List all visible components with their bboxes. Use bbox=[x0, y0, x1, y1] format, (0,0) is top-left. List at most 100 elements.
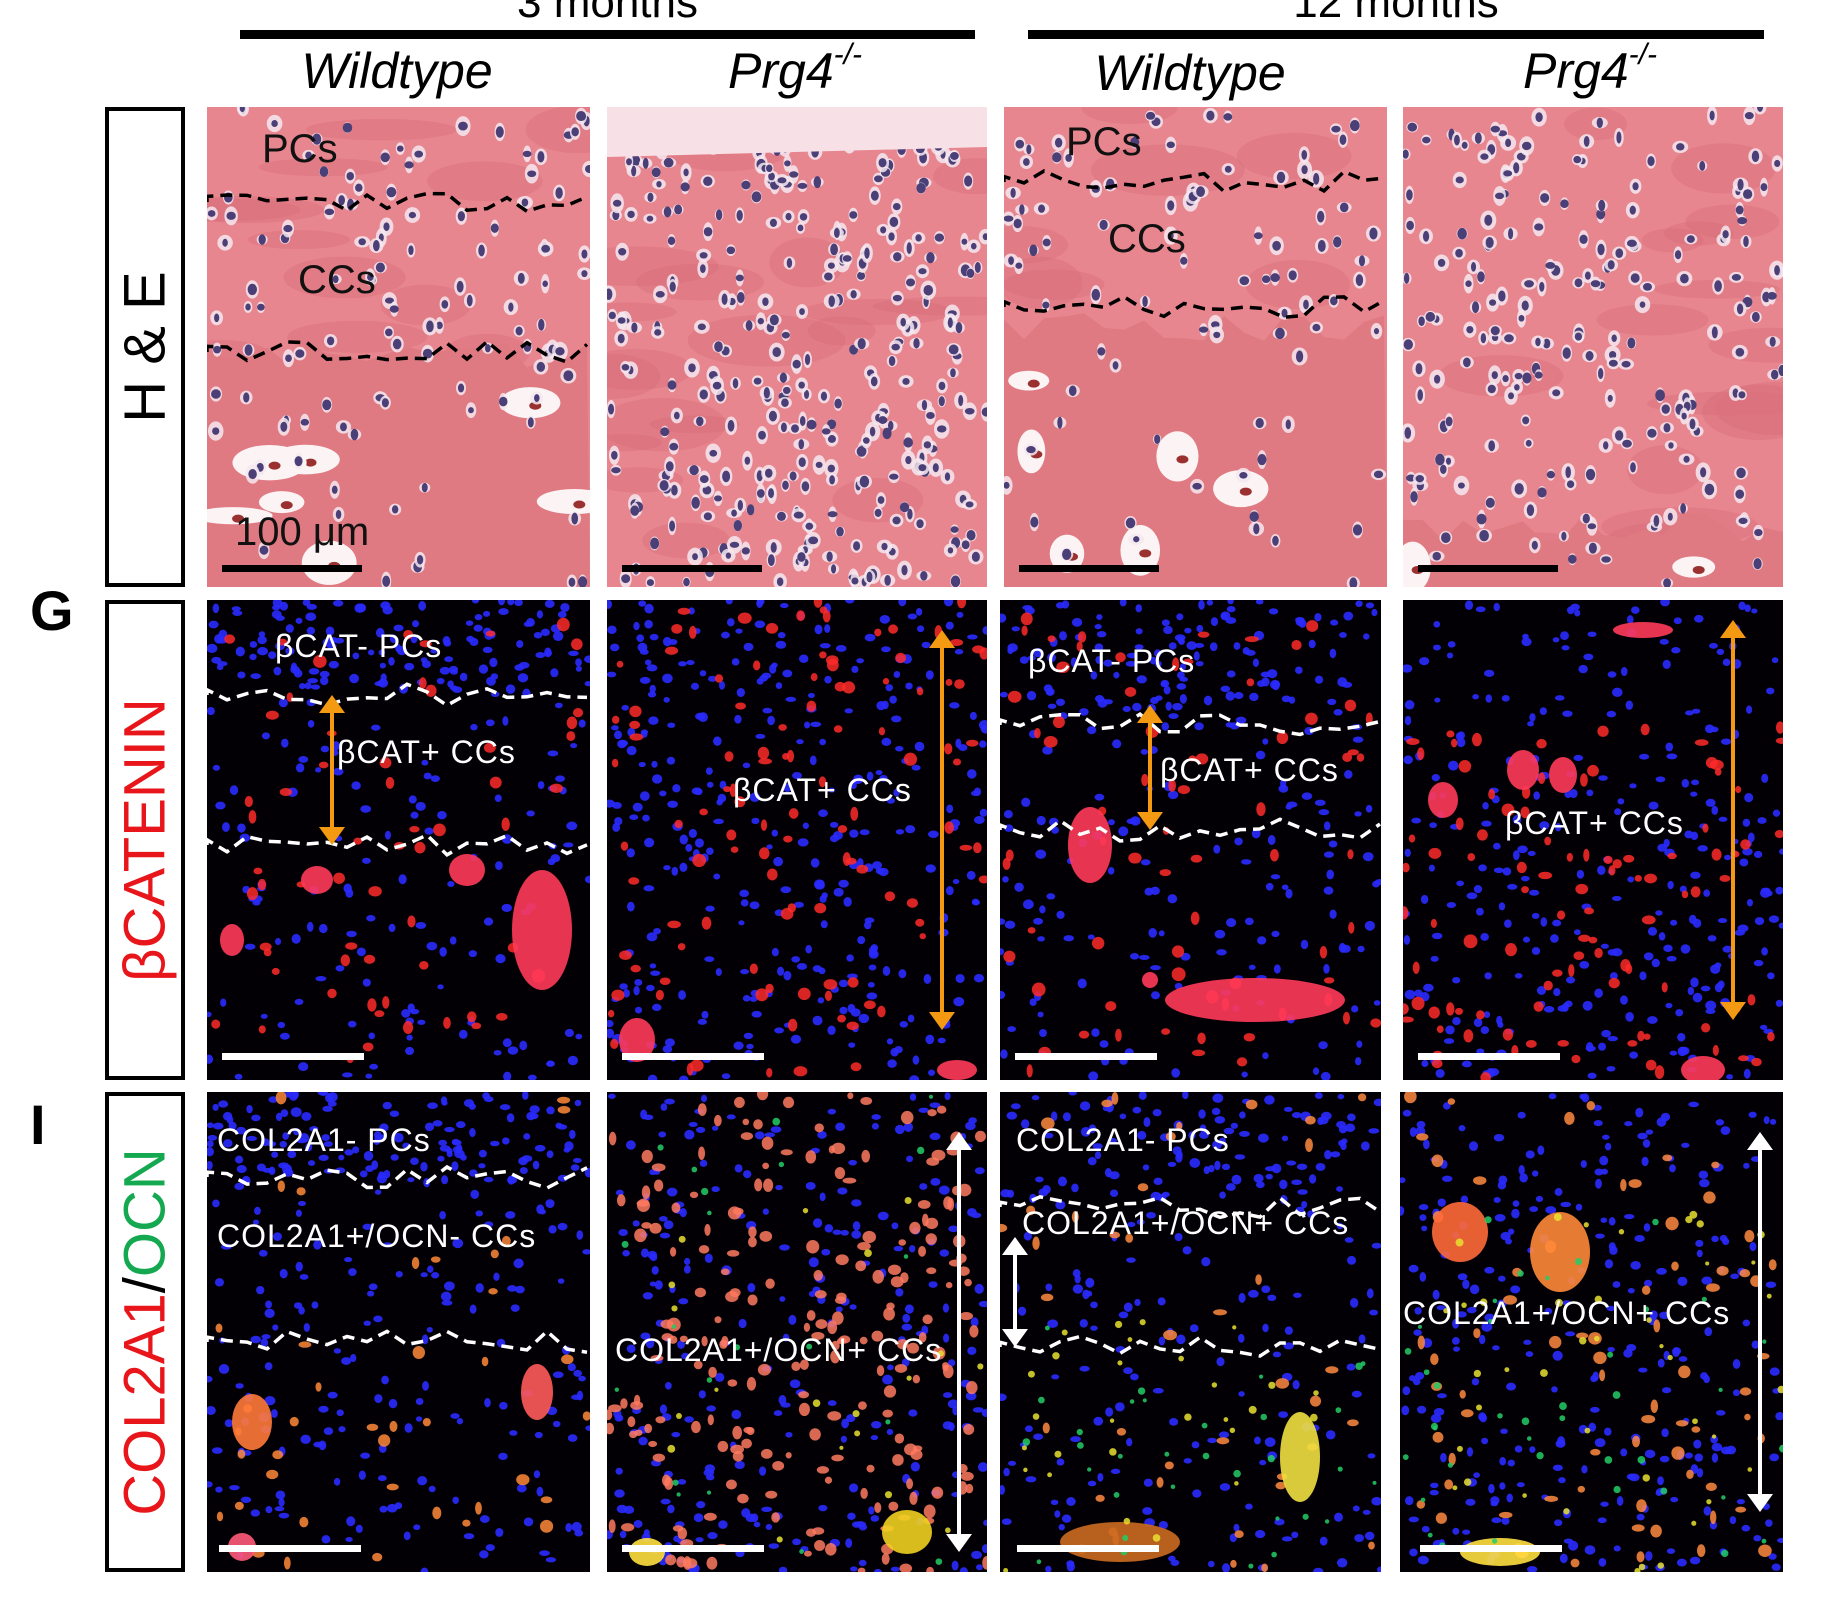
nucleus-dapi bbox=[564, 1028, 574, 1038]
nucleus-dapi bbox=[1751, 608, 1758, 614]
he-chondrocyte bbox=[1261, 275, 1271, 284]
ocn-signal bbox=[1657, 1562, 1664, 1569]
nucleus-dapi bbox=[851, 1199, 862, 1207]
nucleus-dapi bbox=[1506, 1382, 1517, 1391]
he-chondrocyte bbox=[1597, 243, 1605, 256]
he-chondrocyte bbox=[906, 278, 916, 287]
nucleus-dapi bbox=[891, 1222, 899, 1230]
he-chondrocyte bbox=[1010, 188, 1016, 198]
he-chondrocyte bbox=[1030, 516, 1039, 528]
nucleus-dapi bbox=[1554, 1188, 1563, 1196]
stained-cell bbox=[760, 819, 768, 831]
he-chondrocyte bbox=[1091, 288, 1101, 301]
nucleus-dapi bbox=[1488, 1483, 1495, 1494]
nucleus-dapi bbox=[1079, 1319, 1088, 1328]
stained-cell bbox=[842, 852, 851, 866]
ocn-signal bbox=[928, 1094, 934, 1099]
nucleus-dapi bbox=[1033, 917, 1044, 925]
nucleus-dapi bbox=[444, 1126, 455, 1133]
nucleus-dapi bbox=[1660, 1112, 1671, 1122]
he-chondrocyte bbox=[667, 380, 677, 390]
stained-cell bbox=[1416, 1133, 1429, 1141]
nucleus-dapi bbox=[1749, 1242, 1757, 1252]
stained-cell bbox=[1323, 977, 1335, 984]
nucleus-dapi bbox=[332, 767, 344, 776]
nucleus-dapi bbox=[333, 1348, 342, 1354]
he-chondrocyte bbox=[1709, 110, 1715, 121]
stained-cell bbox=[425, 684, 437, 697]
he-chondrocyte bbox=[1735, 347, 1745, 357]
nucleus-dapi bbox=[1587, 631, 1597, 637]
stained-cell bbox=[1076, 641, 1083, 652]
nucleus-dapi bbox=[1625, 1011, 1634, 1022]
nucleus-dapi bbox=[1681, 778, 1690, 788]
he-chondrocyte bbox=[391, 505, 399, 514]
he-chondrocyte bbox=[571, 512, 579, 525]
nucleus-dapi bbox=[578, 719, 586, 728]
stained-cell bbox=[1537, 772, 1546, 785]
stained-cell bbox=[1536, 738, 1547, 749]
nucleus-dapi bbox=[304, 682, 312, 690]
nucleus-dapi bbox=[1743, 1162, 1750, 1169]
he-matrix-streak bbox=[1090, 144, 1245, 196]
nucleus-dapi bbox=[1267, 1294, 1277, 1302]
he-panel-wildtype-3m bbox=[207, 107, 590, 587]
nucleus-dapi bbox=[640, 729, 649, 735]
he-chondrocyte bbox=[827, 435, 836, 443]
nucleus-dapi bbox=[584, 681, 590, 687]
nucleus-dapi bbox=[1233, 642, 1241, 650]
nucleus-dapi bbox=[1627, 876, 1635, 883]
nucleus-dapi bbox=[804, 721, 811, 729]
nucleus-dapi bbox=[310, 684, 321, 690]
stained-cell bbox=[1171, 967, 1186, 982]
nucleus-dapi bbox=[1703, 1506, 1712, 1516]
he-chondrocyte bbox=[758, 430, 766, 440]
nucleus-dapi bbox=[527, 1074, 537, 1080]
he-chondrocyte bbox=[834, 398, 842, 409]
nucleus-dapi bbox=[482, 610, 491, 617]
nucleus-dapi bbox=[379, 662, 386, 669]
nucleus-dapi bbox=[731, 658, 740, 666]
stained-cell bbox=[757, 746, 770, 760]
stained-cell bbox=[871, 1330, 884, 1342]
nucleus-dapi bbox=[1046, 893, 1056, 900]
nucleus-dapi bbox=[437, 1155, 445, 1162]
nucleus-dapi bbox=[1182, 1246, 1192, 1255]
he-chondrocyte bbox=[947, 317, 953, 328]
stained-cell bbox=[907, 1342, 920, 1354]
nucleus-dapi bbox=[1238, 1292, 1246, 1303]
nucleus-dapi bbox=[790, 1034, 802, 1044]
stained-cell bbox=[714, 1316, 722, 1324]
he-chondrocyte bbox=[1404, 427, 1412, 439]
he-chondrocyte bbox=[1491, 371, 1498, 380]
stained-cell bbox=[1365, 712, 1373, 725]
nucleus-dapi bbox=[1656, 1267, 1667, 1275]
he-chondrocyte bbox=[926, 252, 935, 264]
he-matrix-streak bbox=[1596, 304, 1709, 336]
stained-cell bbox=[706, 1556, 718, 1570]
nucleus-dapi bbox=[643, 1114, 654, 1121]
he-chondrocyte bbox=[1272, 240, 1281, 251]
nucleus-dapi bbox=[300, 1434, 311, 1445]
nucleus-dapi bbox=[560, 602, 570, 612]
nucleus-dapi bbox=[766, 844, 773, 850]
stained-cell bbox=[697, 1103, 707, 1116]
nucleus-dapi bbox=[424, 827, 434, 835]
nucleus-dapi bbox=[1761, 947, 1768, 956]
nucleus-dapi bbox=[208, 620, 219, 629]
he-chondrocyte bbox=[947, 547, 954, 554]
nucleus-dapi bbox=[420, 657, 428, 663]
he-chondrocyte bbox=[626, 158, 632, 166]
nucleus-dapi bbox=[685, 843, 693, 852]
nucleus-dapi bbox=[1673, 617, 1682, 625]
nucleus-dapi bbox=[1088, 1071, 1099, 1080]
ocn-signal bbox=[1402, 1454, 1409, 1460]
stained-cell bbox=[1641, 1285, 1651, 1295]
nucleus-dapi bbox=[1623, 1214, 1635, 1220]
he-chondrocyte bbox=[850, 290, 857, 299]
nucleus-dapi bbox=[1323, 963, 1330, 974]
he-chondrocyte bbox=[936, 425, 947, 433]
nucleus-dapi bbox=[1233, 1523, 1240, 1532]
nucleus-dapi bbox=[1096, 630, 1107, 638]
he-chondrocyte bbox=[1522, 372, 1532, 384]
